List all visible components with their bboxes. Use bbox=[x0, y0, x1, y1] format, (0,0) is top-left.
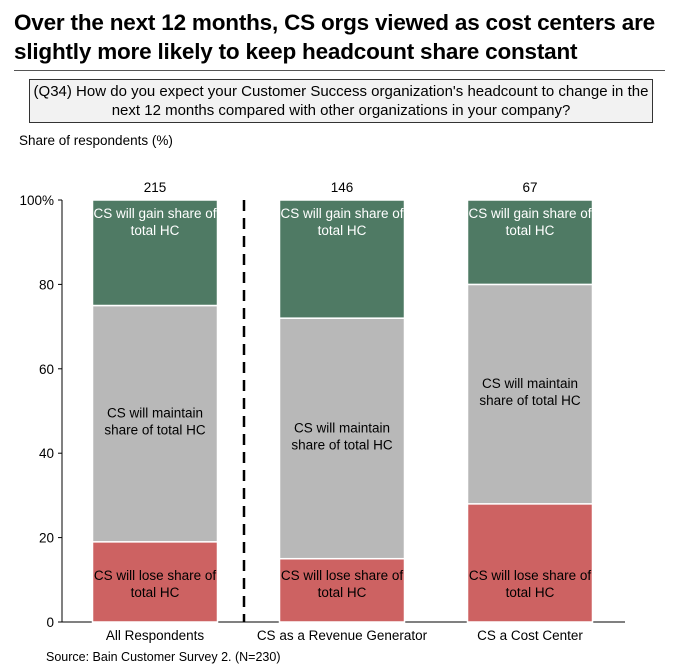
segment-label-lose: CS will lose share of bbox=[281, 568, 404, 583]
bar-segment-maintain bbox=[278, 317, 406, 560]
sample-size-label: 67 bbox=[522, 180, 537, 195]
y-axis-unit-label: Share of respondents (%) bbox=[19, 133, 173, 148]
labels: CS will lose share of total HC CS will mai… bbox=[93, 180, 591, 643]
bar-segment-gain bbox=[278, 199, 406, 319]
segment-label-maintain: share of total HC bbox=[479, 393, 581, 408]
segment-label-lose: total HC bbox=[131, 585, 180, 600]
survey-question: (Q34) How do you expect your Customer Su… bbox=[29, 79, 653, 123]
bar-segment-maintain bbox=[91, 304, 219, 543]
segment-label-gain: total HC bbox=[506, 223, 555, 238]
source-note: Source: Bain Customer Survey 2. (N=230) bbox=[46, 650, 281, 664]
segment-label-lose: total HC bbox=[318, 585, 367, 600]
chart-title: Over the next 12 months, CS orgs viewed … bbox=[14, 10, 655, 64]
y-tick-label: 60 bbox=[39, 362, 54, 377]
segment-label-gain: CS will gain share of bbox=[93, 206, 216, 221]
segment-label-gain: total HC bbox=[318, 223, 367, 238]
segment-label-gain: CS will gain share of bbox=[280, 206, 403, 221]
bars bbox=[91, 199, 594, 623]
segment-label-maintain: CS will maintain bbox=[294, 420, 390, 435]
segment-label-maintain: CS will maintain bbox=[482, 376, 578, 391]
sample-size-label: 215 bbox=[144, 180, 167, 195]
bar-segment-lose bbox=[466, 503, 594, 623]
bar-segment-lose bbox=[278, 557, 406, 623]
bar-segment-gain bbox=[466, 199, 594, 286]
y-tick-label: 0 bbox=[46, 615, 54, 630]
title-divider bbox=[14, 70, 665, 71]
y-tick-label: 40 bbox=[39, 446, 54, 461]
segment-label-lose: CS will lose share of bbox=[469, 568, 592, 583]
segment-label-lose: total HC bbox=[506, 585, 555, 600]
y-tick-label: 100% bbox=[19, 193, 54, 208]
segment-label-lose: CS will lose share of bbox=[94, 568, 217, 583]
segment-label-maintain: share of total HC bbox=[291, 437, 393, 452]
segment-label-maintain: CS will maintain bbox=[107, 406, 203, 421]
bar-segment-maintain bbox=[466, 283, 594, 505]
segment-label-maintain: share of total HC bbox=[104, 423, 206, 438]
segment-label-gain: CS will gain share of bbox=[468, 206, 591, 221]
x-category-label: All Respondents bbox=[106, 628, 205, 643]
y-tick-label: 80 bbox=[39, 277, 54, 292]
x-category-label: CS a Cost Center bbox=[477, 628, 583, 643]
bar-segment-gain bbox=[91, 199, 219, 307]
x-category-label: CS as a Revenue Generator bbox=[257, 628, 428, 643]
sample-size-label: 146 bbox=[331, 180, 354, 195]
segment-label-gain: total HC bbox=[131, 223, 180, 238]
y-tick-label: 20 bbox=[39, 531, 54, 546]
